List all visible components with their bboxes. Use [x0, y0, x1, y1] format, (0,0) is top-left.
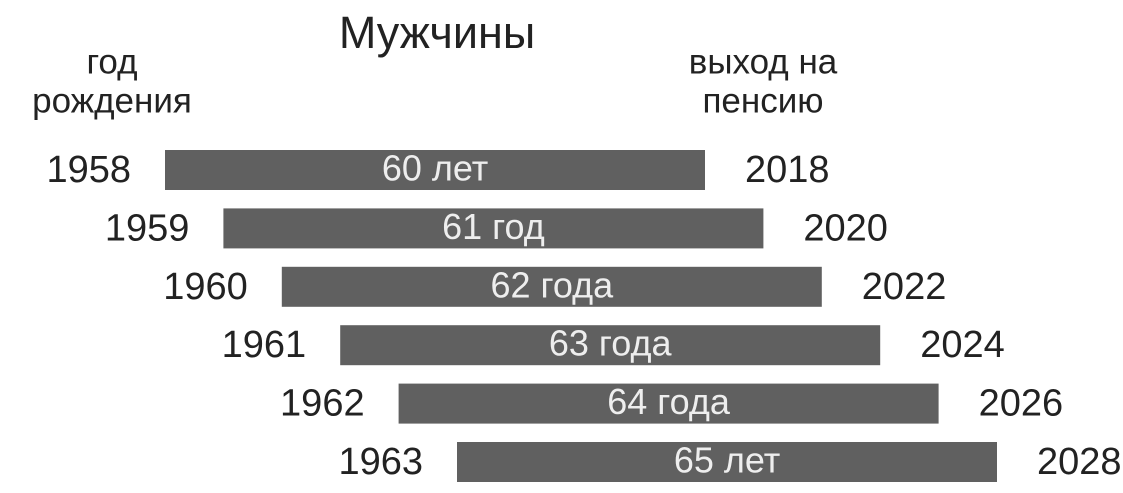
birth-year: 1960 [163, 266, 248, 308]
birth-year: 1958 [46, 149, 131, 191]
birth-year: 1962 [280, 383, 365, 425]
retirement-year: 2028 [1037, 441, 1122, 483]
retirement-year: 2026 [979, 383, 1064, 425]
left-header: рождения [32, 81, 192, 120]
age-label: 63 года [549, 323, 673, 364]
age-label: 64 года [607, 381, 731, 422]
bar [223, 208, 764, 249]
age-label: 61 год [442, 206, 545, 247]
bar [281, 266, 822, 307]
bar [398, 383, 939, 424]
right-header: пенсию [702, 81, 823, 120]
birth-year: 1959 [105, 207, 190, 249]
bar [165, 150, 705, 190]
birth-year: 1961 [222, 324, 307, 366]
bar [457, 442, 997, 482]
right-header: выход на [689, 42, 838, 81]
retirement-year: 2022 [862, 266, 947, 308]
retirement-year: 2024 [920, 324, 1005, 366]
title: Мужчины [339, 7, 535, 58]
age-label: 62 года [490, 264, 614, 305]
bar [340, 325, 881, 366]
age-label: 60 лет [382, 148, 488, 189]
age-label: 65 лет [674, 440, 780, 481]
left-header: год [86, 42, 137, 81]
birth-year: 1963 [338, 441, 423, 483]
retirement-year: 2020 [803, 207, 888, 249]
retirement-year: 2018 [745, 149, 830, 191]
